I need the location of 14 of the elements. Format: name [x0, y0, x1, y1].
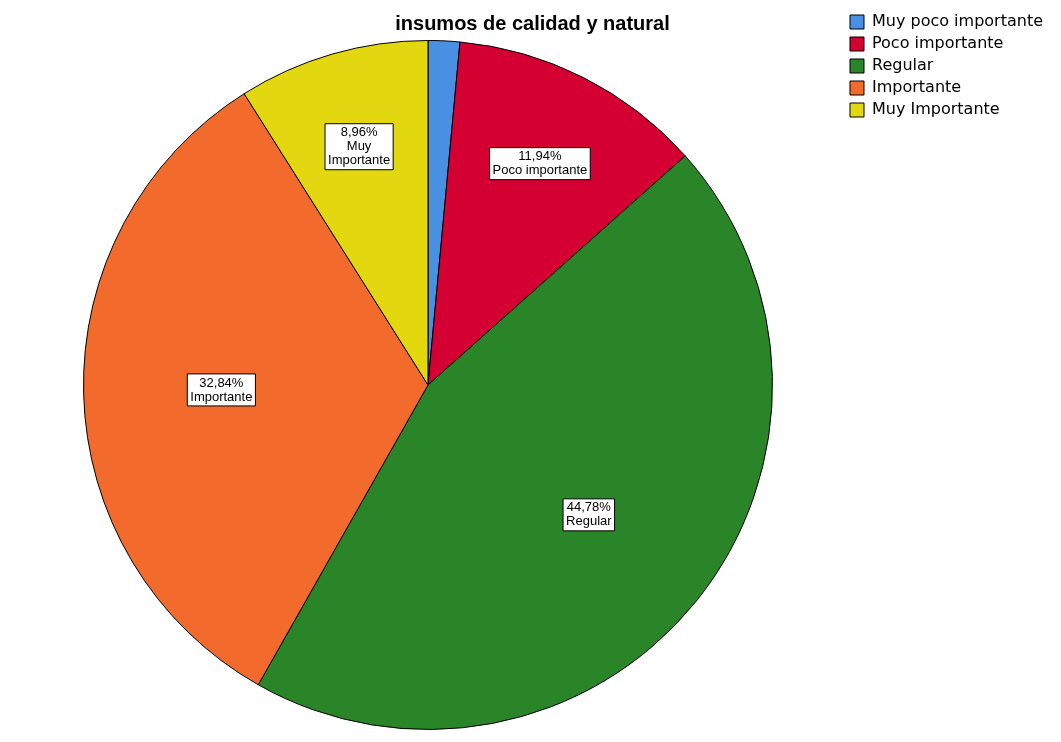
slice-label: Regular [566, 513, 613, 529]
data-label: 44,78% [566, 499, 612, 515]
legend-label: Regular [871, 55, 934, 75]
slice-label: Poco importante [492, 162, 588, 178]
legend-label: Importante [871, 77, 962, 97]
chart-title: insumos de calidad y natural [395, 11, 670, 34]
data-label: 8,96% [340, 124, 378, 140]
slice-label: Muy Importante [328, 138, 391, 168]
legend-label: Muy poco importante [871, 11, 1044, 31]
data-label: 11,94% [518, 148, 562, 164]
data-label: 32,84% [199, 374, 244, 390]
slice-label: Importante [190, 388, 253, 404]
legend-label: Muy Importante [871, 99, 1000, 119]
legend-label: Poco importante [871, 33, 1004, 53]
